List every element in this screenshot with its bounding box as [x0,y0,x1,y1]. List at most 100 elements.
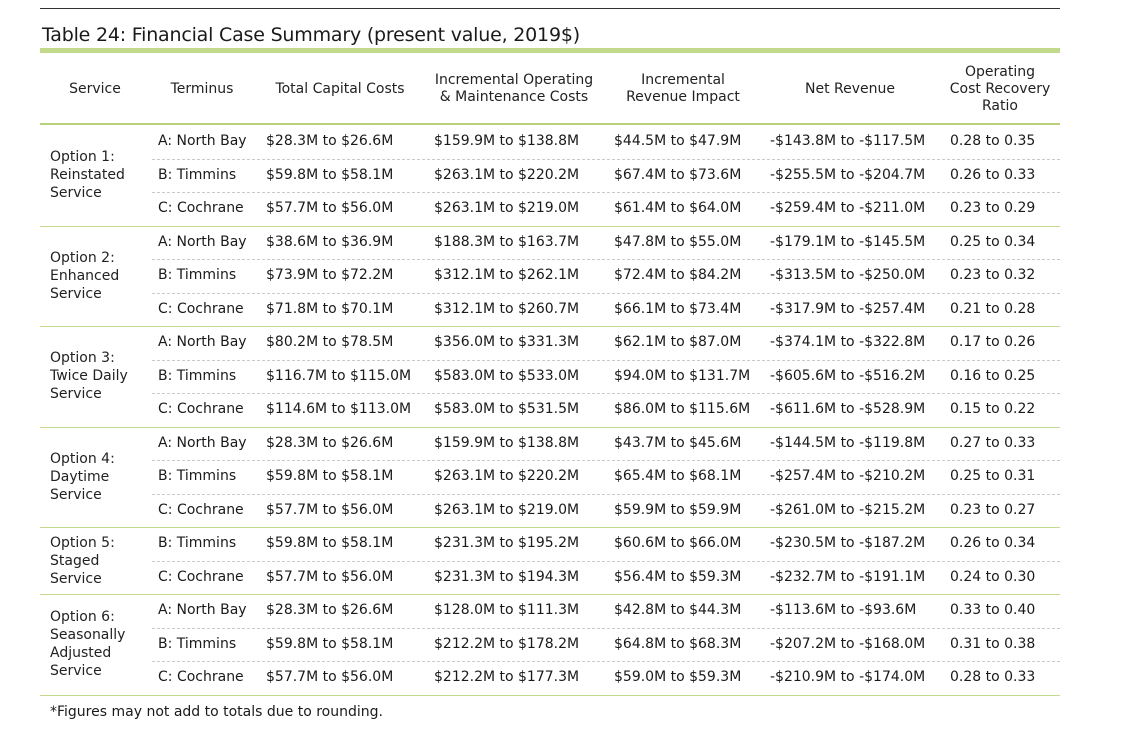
revenue-impact-cell: $61.4M to $64.0M [614,200,742,216]
row-divider [152,359,1060,361]
terminus-cell: C: Cochrane [158,669,244,685]
capital-cost-cell: $38.6M to $36.9M [266,233,394,250]
cost-recovery-ratio-cell: 0.26 to 0.33 [950,166,1036,183]
capital-cost-cell: $57.7M to $56.0M [266,669,394,685]
terminus-cell: A: North Bay [158,233,247,250]
cost-recovery-ratio-cell: 0.31 to 0.38 [950,635,1036,652]
capital-cost-cell: $28.3M to $26.6M [266,434,394,451]
capital-cost-cell: $57.7M to $56.0M [266,200,394,216]
net-revenue-cell: -$261.0M to -$215.2M [770,501,926,518]
service-group: Option 5: Staged Service B: Timmins $59.8M… [40,527,1060,595]
cost-recovery-ratio-cell: 0.33 to 0.40 [950,602,1036,618]
terminus-cell: C: Cochrane [158,501,244,518]
net-revenue-cell: -$374.1M to -$322.8M [770,334,926,350]
net-revenue-cell: -$179.1M to -$145.5M [770,233,926,250]
terminus-cell: B: Timmins [158,367,237,384]
revenue-impact-cell: $72.4M to $84.2M [614,267,742,283]
net-revenue-cell: -$611.6M to -$528.9M [770,401,926,417]
top-rule [40,8,1060,9]
header-terminus: Terminus [170,80,234,97]
net-revenue-cell: -$113.6M to -$93.6M [770,602,917,618]
om-cost-cell: $263.1M to $220.2M [434,166,580,183]
cost-recovery-ratio-cell: 0.17 to 0.26 [950,334,1036,350]
capital-cost-cell: $59.8M to $58.1M [266,535,394,551]
service-name: Option 1: Reinstated Service [50,149,125,202]
om-cost-cell: $263.1M to $219.0M [434,501,580,518]
revenue-impact-cell: $86.0M to $115.6M [614,401,751,417]
net-revenue-cell: -$144.5M to -$119.8M [770,434,926,451]
header-net-revenue: Net Revenue [805,80,895,97]
revenue-impact-cell: $43.7M to $45.6M [614,434,742,451]
terminus-cell: B: Timmins [158,267,237,283]
cost-recovery-ratio-cell: 0.28 to 0.33 [950,669,1036,685]
terminus-cell: A: North Bay [158,602,247,618]
revenue-impact-cell: $66.1M to $73.4M [614,300,742,317]
cost-recovery-ratio-cell: 0.27 to 0.33 [950,434,1036,451]
terminus-cell: B: Timmins [158,468,237,484]
service-group: Option 1: Reinstated Service A: North Bay… [40,125,1060,227]
capital-cost-cell: $59.8M to $58.1M [266,635,394,652]
row-divider [152,460,1060,461]
capital-cost-cell: $28.3M to $26.6M [266,602,394,618]
net-revenue-cell: -$257.4M to -$210.2M [770,468,926,484]
capital-cost-cell: $114.6M to $113.0M [266,401,412,417]
net-revenue-cell: -$210.9M to -$174.0M [770,669,926,685]
terminus-cell: C: Cochrane [158,401,244,417]
om-cost-cell: $212.2M to $178.2M [434,635,580,652]
revenue-impact-cell: $42.8M to $44.3M [614,602,742,618]
header-service: Service [69,80,121,97]
net-revenue-cell: -$605.6M to -$516.2M [770,367,926,384]
terminus-cell: C: Cochrane [158,300,244,317]
capital-cost-cell: $80.2M to $78.5M [266,334,394,350]
cost-recovery-ratio-cell: 0.25 to 0.31 [950,468,1036,484]
om-cost-cell: $231.3M to $195.2M [434,535,580,551]
row-divider [152,158,1060,160]
capital-cost-cell: $28.3M to $26.6M [266,133,394,149]
cost-recovery-ratio-cell: 0.26 to 0.34 [950,535,1036,551]
row-divider [152,627,1060,629]
row-divider [152,560,1060,562]
cost-recovery-ratio-cell: 0.15 to 0.22 [950,401,1036,417]
om-cost-cell: $312.1M to $262.1M [434,267,580,283]
revenue-impact-cell: $59.0M to $59.3M [614,669,742,685]
cost-recovery-ratio-cell: 0.23 to 0.27 [950,501,1036,518]
net-revenue-cell: -$207.2M to -$168.0M [770,635,926,652]
header-rule [40,123,1060,125]
capital-cost-cell: $71.8M to $70.1M [266,300,394,317]
net-revenue-cell: -$230.5M to -$187.2M [770,535,926,551]
terminus-cell: A: North Bay [158,334,247,350]
net-revenue-cell: -$313.5M to -$250.0M [770,267,926,283]
net-revenue-cell: -$317.9M to -$257.4M [770,300,926,317]
row-divider [152,493,1060,495]
cost-recovery-ratio-cell: 0.23 to 0.32 [950,267,1036,283]
title-rule [40,48,1060,53]
cost-recovery-ratio-cell: 0.24 to 0.30 [950,568,1036,585]
terminus-cell: A: North Bay [158,434,247,451]
net-revenue-cell: -$232.7M to -$191.1M [770,568,926,585]
net-revenue-cell: -$259.4M to -$211.0M [770,200,926,216]
capital-cost-cell: $73.9M to $72.2M [266,267,394,283]
revenue-impact-cell: $65.4M to $68.1M [614,468,742,484]
revenue-impact-cell: $60.6M to $66.0M [614,535,742,551]
om-cost-cell: $312.1M to $260.7M [434,300,580,317]
footnote: *Figures may not add to totals due to ro… [50,704,383,720]
om-cost-cell: $583.0M to $533.0M [434,367,580,384]
row-divider [152,393,1060,394]
om-cost-cell: $128.0M to $111.3M [434,602,580,618]
revenue-impact-cell: $44.5M to $47.9M [614,133,742,149]
row-divider [152,192,1060,193]
cost-recovery-ratio-cell: 0.23 to 0.29 [950,200,1036,216]
capital-cost-cell: $116.7M to $115.0M [266,367,412,384]
om-cost-cell: $356.0M to $331.3M [434,334,580,350]
header-total-capital-costs: Total Capital Costs [275,80,405,97]
service-name: Option 4: Daytime Service [50,450,115,503]
terminus-cell: C: Cochrane [158,568,244,585]
cost-recovery-ratio-cell: 0.28 to 0.35 [950,133,1036,149]
capital-cost-cell: $59.8M to $58.1M [266,166,394,183]
om-cost-cell: $231.3M to $194.3M [434,568,580,585]
net-revenue-cell: -$143.8M to -$117.5M [770,133,926,149]
om-cost-cell: $159.9M to $138.8M [434,434,580,451]
om-cost-cell: $263.1M to $219.0M [434,200,580,216]
table-title: Table 24: Financial Case Summary (presen… [42,24,580,46]
terminus-cell: A: North Bay [158,133,247,149]
